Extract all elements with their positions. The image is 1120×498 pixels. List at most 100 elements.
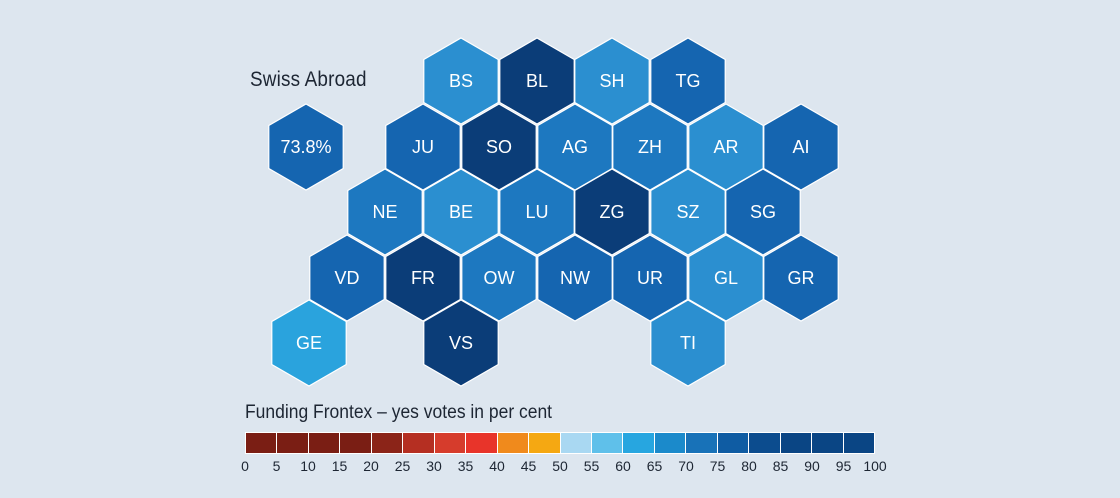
scale-swatch [308, 433, 341, 453]
hex-bs: BS [423, 37, 499, 125]
hex-ai: AI [763, 103, 839, 191]
scale-swatch [843, 433, 875, 453]
scale-swatch [497, 433, 530, 453]
hex-sg-label: SG [750, 202, 776, 222]
legend-title: Funding Frontex – yes votes in per cent [245, 402, 553, 423]
scale-swatch [529, 433, 561, 453]
color-scale-ticks: 0 5 10 15 20 25 30 35 40 45 50 55 60 65 70 75 80 85 90 95 10… [241, 458, 887, 478]
scale-tick-label: 35 [457, 458, 474, 474]
hex-vd: VD [309, 234, 385, 322]
hex-sh-label: SH [599, 71, 624, 91]
hex-tg: TG [650, 37, 726, 125]
scale-tick-label: 30 [426, 458, 442, 474]
scale-tick-label: 0 [241, 458, 249, 474]
hex-zg-shape [574, 168, 650, 256]
hex-sz-label: SZ [676, 202, 699, 222]
hex-gl-label: GL [714, 268, 738, 288]
hex-zh-shape [612, 103, 688, 191]
hex-ge: GE [271, 299, 347, 387]
hex-sh-shape [574, 37, 650, 125]
scale-tick-label: 50 [552, 458, 568, 474]
hex-zh: ZH [612, 103, 688, 191]
scale-tick-label: 15 [331, 458, 348, 474]
scale-tick-label: 80 [741, 458, 757, 474]
hex-bs-shape [423, 37, 499, 125]
scale-swatch [371, 433, 404, 453]
hex-gr-shape [763, 234, 839, 322]
hex-zg-label: ZG [600, 202, 625, 222]
hex-sh: SH [574, 37, 650, 125]
hex-vs-shape [423, 299, 499, 387]
swiss-abroad-title: Swiss Abroad [250, 68, 367, 91]
hex-swiss-abroad-label: 73.8% [280, 137, 331, 157]
hex-ti-label: TI [680, 333, 696, 353]
hex-ow: OW [461, 234, 537, 322]
hex-ur: UR [612, 234, 688, 322]
scale-swatch [749, 433, 781, 453]
hex-ow-label: OW [484, 268, 515, 288]
scale-swatch [434, 433, 467, 453]
hex-so-label: SO [486, 137, 512, 157]
scale-tick-label: 20 [363, 458, 379, 474]
scale-tick-label: 70 [678, 458, 694, 474]
hex-ai-shape [763, 103, 839, 191]
scale-swatch [560, 433, 592, 453]
hex-fr: FR [385, 234, 461, 322]
hex-ju-shape [385, 103, 461, 191]
scale-tick-label: 60 [615, 458, 631, 474]
hex-sg-shape [725, 168, 801, 256]
hex-vd-label: VD [334, 268, 359, 288]
hex-fr-shape [385, 234, 461, 322]
hex-ag: AG [537, 103, 613, 191]
hex-zg: ZG [574, 168, 650, 256]
hex-zh-label: ZH [638, 137, 662, 157]
hex-ur-label: UR [637, 268, 663, 288]
scale-tick-label: 75 [709, 458, 726, 474]
hex-ar-label: AR [713, 137, 738, 157]
hex-ne: NE [347, 168, 423, 256]
hex-ge-label: GE [296, 333, 322, 353]
scale-tick-label: 100 [863, 458, 887, 474]
scale-swatch [340, 433, 372, 453]
hex-vd-shape [309, 234, 385, 322]
hex-swiss-abroad: 73.8% [268, 103, 344, 191]
hex-ne-shape [347, 168, 423, 256]
scale-tick-label: 45 [520, 458, 537, 474]
hex-be-label: BE [449, 202, 473, 222]
scale-swatch [403, 433, 435, 453]
scale-swatch [717, 433, 750, 453]
scale-swatch [246, 433, 278, 453]
scale-tick-label: 10 [300, 458, 316, 474]
hex-swiss-abroad-shape [268, 103, 344, 191]
hex-bs-label: BS [449, 71, 473, 91]
hex-gr-label: GR [788, 268, 815, 288]
hex-ow-shape [461, 234, 537, 322]
hex-ge-shape [271, 299, 347, 387]
hex-ne-label: NE [372, 202, 397, 222]
hex-sz: SZ [650, 168, 726, 256]
hex-ti: TI [650, 299, 726, 387]
hex-tg-shape [650, 37, 726, 125]
hex-vs: VS [423, 299, 499, 387]
scale-swatch [623, 433, 655, 453]
scale-swatch [591, 433, 624, 453]
scale-tick-label: 5 [272, 458, 281, 474]
hex-vs-label: VS [449, 333, 473, 353]
scale-tick-label: 25 [394, 458, 411, 474]
scale-swatch [812, 433, 844, 453]
hex-tg-label: TG [676, 71, 701, 91]
scale-tick-label: 65 [646, 458, 663, 474]
hex-so: SO [461, 103, 537, 191]
scale-tick-label: 40 [489, 458, 505, 474]
hex-sg: SG [725, 168, 801, 256]
scale-swatch [780, 433, 813, 453]
scale-swatch [277, 433, 309, 453]
hex-lu-label: LU [525, 202, 548, 222]
hex-ag-label: AG [562, 137, 588, 157]
scale-tick-label: 90 [804, 458, 820, 474]
hex-gl: GL [688, 234, 764, 322]
scale-swatch [686, 433, 718, 453]
scale-swatch [654, 433, 687, 453]
